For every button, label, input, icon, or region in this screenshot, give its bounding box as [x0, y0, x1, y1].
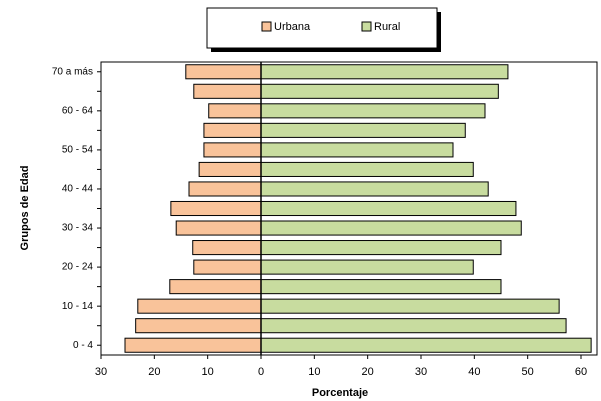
bar — [260, 103, 486, 119]
bar — [260, 259, 474, 275]
x-tick-label: 10 — [308, 366, 320, 378]
y-tick-label: 20 - 24 — [62, 262, 94, 273]
bar — [137, 298, 262, 314]
bar — [260, 298, 560, 314]
bar — [193, 259, 262, 275]
bar — [260, 240, 502, 256]
bar — [260, 83, 499, 99]
bar — [203, 142, 262, 158]
legend-swatch — [261, 21, 272, 32]
bar — [169, 279, 262, 295]
bar — [208, 103, 262, 119]
bar — [192, 240, 262, 256]
bar — [170, 200, 262, 217]
x-tick-label: 30 — [95, 366, 107, 378]
y-tick-label: 60 - 64 — [62, 105, 94, 116]
legend-label: Rural — [374, 21, 400, 33]
x-tick-label: 50 — [522, 366, 534, 378]
legend-box — [206, 7, 438, 49]
legend-label: Urbana — [274, 21, 311, 33]
y-tick-label: 50 - 54 — [62, 145, 94, 156]
y-tick-label: 0 - 4 — [73, 340, 93, 351]
bar — [188, 181, 262, 197]
y-axis-title: Grupos de Edad — [19, 166, 31, 251]
y-tick-label: 40 - 44 — [62, 184, 94, 195]
bar — [175, 220, 262, 236]
bar — [260, 142, 454, 158]
x-tick-label: 20 — [148, 366, 160, 378]
y-tick-label: 70 a más — [52, 66, 93, 77]
x-axis-title: Porcentaje — [312, 387, 368, 399]
bar — [260, 64, 509, 80]
x-tick-label: 10 — [202, 366, 214, 378]
bar — [203, 122, 262, 138]
bar — [260, 318, 567, 334]
y-tick-label: 10 - 14 — [62, 301, 94, 312]
bar — [185, 64, 262, 80]
bar — [135, 318, 262, 334]
legend-swatch — [361, 21, 372, 32]
bar — [260, 337, 592, 353]
x-tick-label: 0 — [258, 366, 264, 378]
x-tick-label: 60 — [575, 366, 587, 378]
y-tick-label: 30 - 34 — [62, 223, 94, 234]
bar — [124, 337, 262, 353]
bar — [260, 122, 466, 138]
x-tick-label: 40 — [468, 366, 480, 378]
bar — [260, 161, 474, 177]
bar — [198, 161, 262, 177]
bar — [260, 220, 522, 236]
bar — [193, 83, 262, 99]
x-tick-label: 20 — [362, 366, 374, 378]
bar — [260, 181, 489, 197]
x-tick-label: 30 — [415, 366, 427, 378]
bar — [260, 200, 517, 217]
bar — [260, 279, 502, 295]
